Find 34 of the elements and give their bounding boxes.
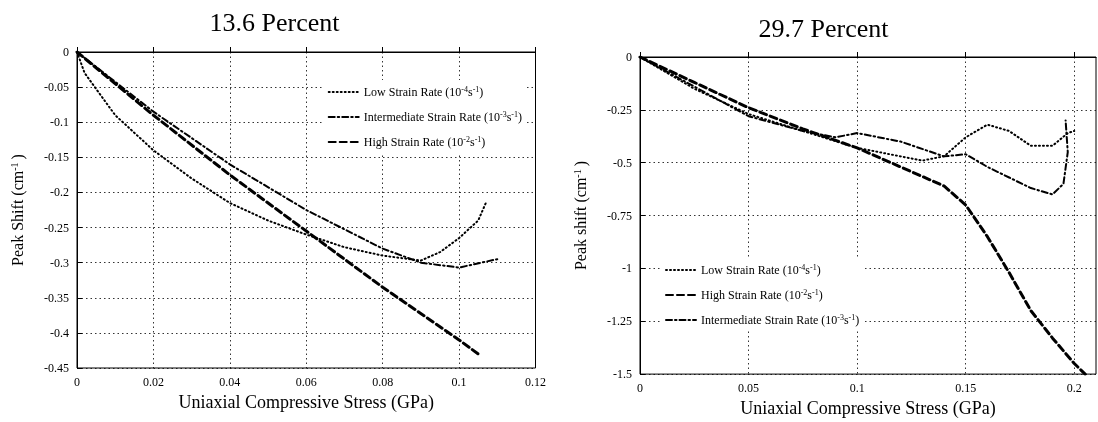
x-tick-label: 0.02 <box>142 375 164 389</box>
x-tick-label: 0.1 <box>451 375 467 389</box>
y-tick-label: -0.15 <box>44 150 69 165</box>
y-tick-label: -0.1 <box>50 115 69 130</box>
y-tick-label: -0.45 <box>44 361 69 375</box>
x-tick-label: 0.04 <box>219 375 241 389</box>
y-tick-label: -0.2 <box>50 185 69 200</box>
x-tick-label: 0.2 <box>1066 381 1082 396</box>
x-tick-label: 0.05 <box>738 381 760 396</box>
chart-title: 13.6 Percent <box>209 7 341 37</box>
y-tick-label: 0 <box>63 45 69 59</box>
y-tick-label: -0.4 <box>50 325 69 340</box>
y-tick-label: 0 <box>626 50 632 64</box>
x-tick-label: 0 <box>637 381 643 396</box>
x-tick-label: 0 <box>74 375 80 389</box>
y-tick-label: -0.35 <box>44 290 69 305</box>
x-tick-label: 0.15 <box>955 381 977 396</box>
x-tick-label: 0.08 <box>372 375 394 389</box>
x-tick-label: 0.12 <box>525 375 546 389</box>
y-tick-label: -1.5 <box>613 367 632 382</box>
y-tick-label: -1.25 <box>607 314 632 329</box>
x-axis-title: Uniaxial Compressive Stress (GPa) <box>178 391 434 413</box>
x-axis-title: Uniaxial Compressive Stress (GPa) <box>740 398 996 419</box>
y-tick-label: -0.75 <box>607 208 632 223</box>
y-tick-label: -0.3 <box>50 255 69 270</box>
y-tick-label: -0.25 <box>607 102 632 117</box>
y-tick-label: -0.05 <box>44 80 69 95</box>
y-tick-label: -1 <box>622 261 632 276</box>
x-tick-label: 0.1 <box>849 381 865 396</box>
y-tick-label: -0.5 <box>613 155 632 170</box>
chart-title: 29.7 Percent <box>758 13 890 43</box>
y-axis-title: Peak Shift (cm-1) <box>8 154 27 266</box>
y-tick-label: -0.25 <box>44 220 69 235</box>
x-tick-label: 0.06 <box>295 375 317 389</box>
